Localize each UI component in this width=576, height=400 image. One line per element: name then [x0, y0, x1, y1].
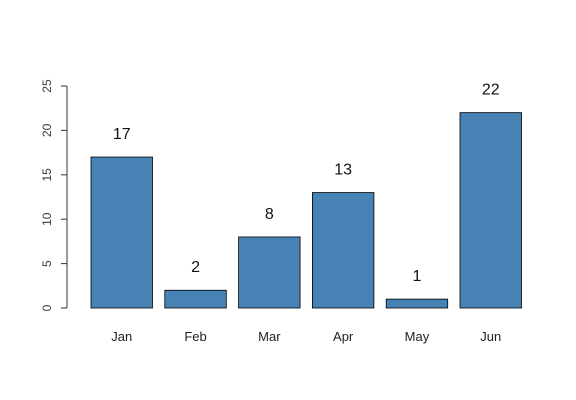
x-category-label: Feb: [184, 329, 206, 344]
y-tick-label: 0: [40, 304, 54, 311]
x-category-label: Jun: [480, 329, 501, 344]
bar-value-label: 8: [265, 206, 274, 223]
bar-value-label: 17: [113, 126, 131, 143]
bar-jan: [90, 156, 153, 309]
bar-jun: [459, 112, 522, 309]
bars-group: [90, 112, 522, 309]
y-tick-label: 5: [40, 260, 54, 267]
y-tick-label: 10: [40, 212, 54, 226]
bar-may: [385, 298, 449, 309]
bar-value-label: 2: [191, 259, 200, 276]
value-labels-group: 17 2 8 13 1 22: [113, 82, 500, 285]
bar-apr: [311, 192, 375, 309]
bar-mar: [238, 236, 301, 309]
y-tick-label: 15: [40, 168, 54, 182]
x-category-label: Apr: [333, 329, 354, 344]
bar-feb: [164, 289, 227, 309]
bar-value-label: 13: [334, 162, 352, 179]
y-tick-label: 20: [40, 123, 54, 137]
bar-value-label: 1: [412, 268, 421, 285]
category-labels-group: Jan Feb Mar Apr May Jun: [111, 329, 501, 344]
y-tick-label: 25: [40, 79, 54, 93]
x-category-label: Mar: [258, 329, 281, 344]
x-category-label: May: [405, 329, 430, 344]
bar-value-label: 22: [482, 82, 500, 99]
x-category-label: Jan: [111, 329, 132, 344]
y-axis: 0 5 10 15 20 25: [40, 79, 68, 311]
